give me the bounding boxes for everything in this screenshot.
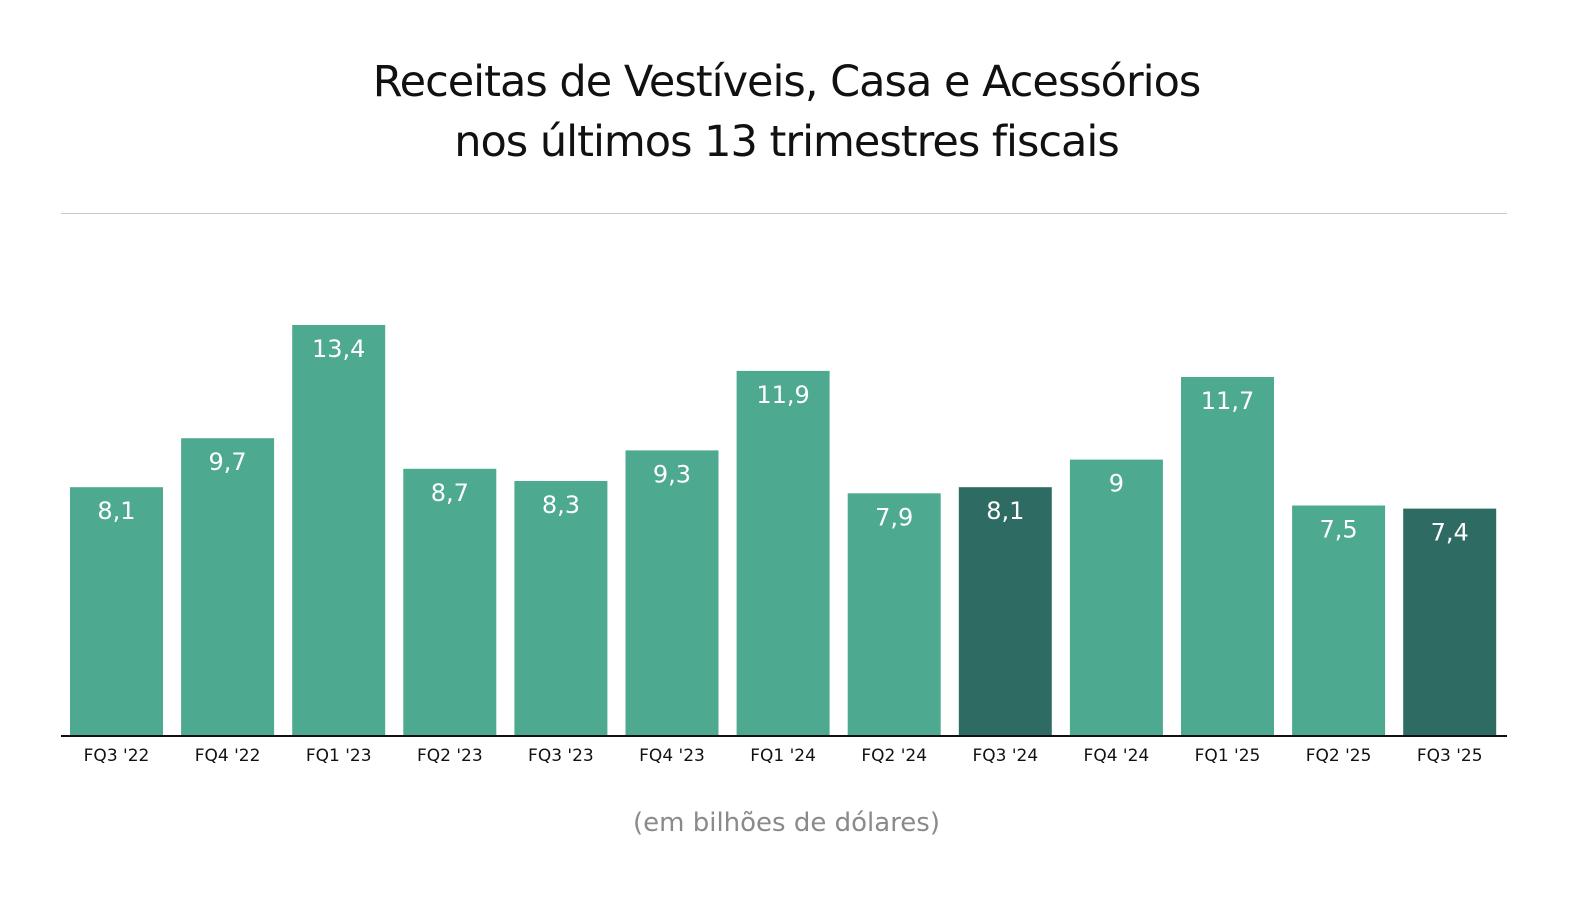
x-tick-label-2: FQ1 '23 bbox=[306, 746, 372, 766]
x-tick-label-12: FQ3 '25 bbox=[1417, 746, 1483, 766]
chart-title-line-2: nos últimos 13 trimestres fiscais bbox=[454, 117, 1119, 167]
bar-10 bbox=[1181, 377, 1274, 735]
x-tick-label-3: FQ2 '23 bbox=[417, 746, 483, 766]
x-tick-label-9: FQ4 '24 bbox=[1084, 746, 1150, 766]
bar-value-label-3: 8,7 bbox=[431, 479, 469, 507]
bar-0 bbox=[70, 487, 163, 735]
x-tick-label-10: FQ1 '25 bbox=[1195, 746, 1261, 766]
bar-value-label-10: 11,7 bbox=[1201, 387, 1254, 415]
bar-8 bbox=[958, 487, 1052, 735]
bar-9 bbox=[1069, 459, 1163, 735]
bar-value-label-4: 8,3 bbox=[542, 491, 580, 519]
unit-note: (em bilhões de dólares) bbox=[632, 808, 940, 838]
x-tick-label-11: FQ2 '25 bbox=[1306, 746, 1372, 766]
bar-value-label-0: 8,1 bbox=[97, 497, 135, 525]
x-tick-label-0: FQ3 '22 bbox=[84, 746, 150, 766]
bar-6 bbox=[736, 370, 830, 735]
title-divider bbox=[61, 213, 1507, 214]
x-tick-label-5: FQ4 '23 bbox=[639, 746, 705, 766]
bar-2 bbox=[292, 325, 386, 735]
chart-title-line-1: Receitas de Vestíveis, Casa e Acessórios bbox=[372, 57, 1202, 107]
bar-1 bbox=[181, 438, 275, 735]
chart-title: Receitas de Vestíveis, Casa e Acessórios… bbox=[0, 52, 1573, 172]
bar-5 bbox=[625, 450, 719, 735]
bar-value-label-7: 7,9 bbox=[875, 503, 913, 531]
bar-value-label-12: 7,4 bbox=[1431, 519, 1469, 547]
x-tick-label-1: FQ4 '22 bbox=[195, 746, 261, 766]
bar-value-label-5: 9,3 bbox=[653, 460, 691, 488]
bar-11 bbox=[1292, 505, 1386, 735]
bar-value-label-1: 9,7 bbox=[209, 448, 247, 476]
bar-value-label-2: 13,4 bbox=[312, 335, 365, 363]
x-tick-label-7: FQ2 '24 bbox=[861, 746, 927, 766]
bar-value-label-9: 9 bbox=[1109, 470, 1124, 498]
x-tick-label-6: FQ1 '24 bbox=[750, 746, 816, 766]
bar-value-label-11: 7,5 bbox=[1320, 516, 1358, 544]
bar-3 bbox=[403, 468, 497, 735]
bar-value-label-6: 11,9 bbox=[756, 381, 809, 409]
x-tick-label-8: FQ3 '24 bbox=[972, 746, 1038, 766]
bar-4 bbox=[514, 481, 608, 735]
bar-value-label-8: 8,1 bbox=[986, 497, 1024, 525]
bar-12 bbox=[1403, 508, 1497, 735]
x-tick-label-4: FQ3 '23 bbox=[528, 746, 594, 766]
bar-7 bbox=[847, 493, 941, 735]
